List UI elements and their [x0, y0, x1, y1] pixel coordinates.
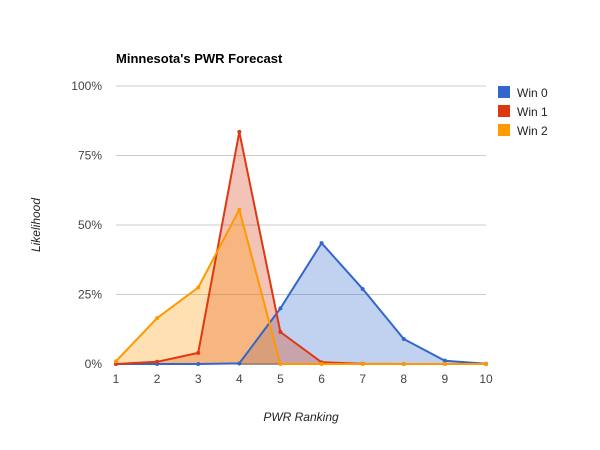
x-tick-label: 10: [479, 372, 493, 386]
data-point-series-3[interactable]: [319, 362, 324, 366]
legend-swatch: [498, 86, 510, 98]
data-point-series-3[interactable]: [401, 362, 406, 366]
data-point-series-3[interactable]: [360, 362, 365, 366]
x-tick-labels: 1 2 3 4 5 6 7 8 9 10: [113, 372, 493, 386]
y-axis-title: Likelihood: [29, 198, 43, 252]
chart-title: Minnesota's PWR Forecast: [116, 51, 283, 66]
line-series-3: [115, 208, 486, 365]
y-tick-label: 25%: [78, 288, 102, 302]
x-tick-label: 4: [236, 372, 243, 386]
area-series-2: [116, 131, 486, 364]
data-point-series-2[interactable]: [237, 129, 242, 134]
series-points: [114, 129, 488, 366]
x-tick-label: 5: [277, 372, 284, 386]
data-point-series-2[interactable]: [114, 362, 118, 366]
y-tick-labels: 0% 25% 50% 75% 100%: [71, 79, 102, 371]
line-series-1: [116, 242, 487, 365]
legend-label: Win 0: [517, 86, 548, 100]
legend-swatch: [498, 124, 510, 136]
y-tick-label: 50%: [78, 218, 102, 232]
data-point-series-3[interactable]: [237, 207, 242, 212]
data-point-series-1[interactable]: [319, 241, 324, 246]
x-tick-label: 7: [359, 372, 366, 386]
x-tick-label: 8: [400, 372, 407, 386]
data-point-series-3[interactable]: [196, 285, 201, 290]
legend: Win 0 Win 1 Win 2: [498, 86, 548, 138]
area-series-3: [116, 209, 486, 364]
data-point-series-3[interactable]: [484, 362, 488, 366]
data-point-series-2[interactable]: [196, 350, 201, 355]
y-tick-label: 0%: [85, 357, 103, 371]
data-point-series-1[interactable]: [196, 362, 201, 366]
data-point-series-3[interactable]: [278, 362, 283, 366]
data-point-series-2[interactable]: [278, 330, 283, 335]
x-tick-label: 1: [113, 372, 120, 386]
x-tick-label: 9: [442, 372, 449, 386]
x-tick-label: 3: [195, 372, 202, 386]
data-point-series-1[interactable]: [401, 336, 406, 341]
data-point-series-1[interactable]: [442, 358, 447, 363]
x-tick-label: 2: [154, 372, 161, 386]
legend-swatch: [498, 105, 510, 117]
x-tick-label: 6: [318, 372, 325, 386]
y-tick-label: 75%: [78, 149, 102, 163]
area-series-1: [116, 243, 486, 364]
data-point-series-1[interactable]: [360, 286, 365, 291]
data-point-series-3[interactable]: [114, 359, 118, 364]
data-point-series-1[interactable]: [278, 306, 283, 311]
series-lines: [115, 130, 487, 365]
series-areas: [116, 131, 486, 364]
data-point-series-3[interactable]: [155, 316, 160, 321]
data-point-series-2[interactable]: [155, 359, 160, 364]
data-point-series-3[interactable]: [442, 362, 447, 366]
legend-label: Win 1: [517, 105, 548, 119]
legend-label: Win 2: [517, 124, 548, 138]
data-point-series-1[interactable]: [237, 361, 242, 366]
y-tick-label: 100%: [71, 79, 102, 93]
x-axis-title: PWR Ranking: [263, 410, 339, 424]
